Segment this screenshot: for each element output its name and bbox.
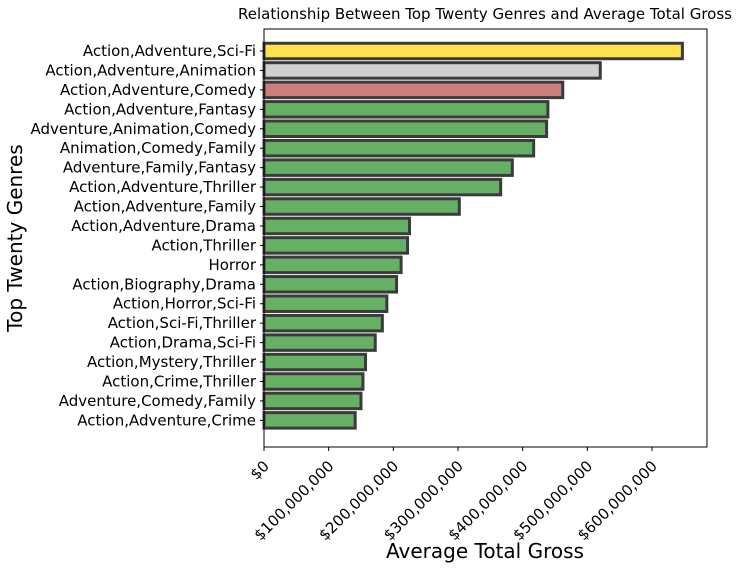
bar xyxy=(262,100,550,119)
bar xyxy=(262,333,377,352)
category-label: Action,Thriller xyxy=(152,236,257,254)
category-label: Action,Adventure,Thriller xyxy=(69,178,257,196)
x-tick-label: $0 xyxy=(247,457,273,483)
chart-title: Relationship Between Top Twenty Genres a… xyxy=(238,5,732,23)
category-label: Horror xyxy=(208,256,256,274)
category-label: Adventure,Animation,Comedy xyxy=(31,120,257,138)
category-label: Action,Adventure,Crime xyxy=(77,411,256,429)
category-label: Action,Biography,Drama xyxy=(72,275,256,293)
bar xyxy=(262,138,536,158)
category-label: Action,Horror,Sci-Fi xyxy=(113,295,256,313)
category-label: Action,Adventure,Drama xyxy=(71,217,256,235)
category-label: Action,Sci-Fi,Thriller xyxy=(108,314,257,332)
category-label: Action,Mystery,Thriller xyxy=(87,353,257,371)
category-label: Action,Adventure,Family xyxy=(74,198,256,216)
y-axis-label: Top Twenty Genres xyxy=(3,144,27,332)
bar xyxy=(262,372,365,391)
category-label: Action,Adventure,Sci-Fi xyxy=(83,42,256,60)
bar xyxy=(262,177,503,197)
category-label: Action,Adventure,Comedy xyxy=(60,81,256,99)
category-label: Adventure,Comedy,Family xyxy=(59,392,256,410)
bar xyxy=(262,80,565,100)
category-label: Action,Adventure,Animation xyxy=(45,61,256,79)
category-label: Adventure,Family,Fantasy xyxy=(63,159,256,177)
bar xyxy=(262,236,410,255)
bar xyxy=(262,313,384,333)
bar xyxy=(262,61,602,80)
bar xyxy=(262,352,368,372)
bar xyxy=(262,216,411,236)
bar xyxy=(262,275,399,294)
bars-layer xyxy=(262,41,684,430)
category-label: Action,Drama,Sci-Fi xyxy=(110,334,256,352)
x-axis-ticks: $0$100,000,000$200,000,000$300,000,000$4… xyxy=(247,447,661,544)
category-label: Animation,Comedy,Family xyxy=(60,139,256,157)
bar xyxy=(262,411,357,430)
bar xyxy=(262,41,684,61)
bar xyxy=(262,391,363,411)
x-axis-label: Average Total Gross xyxy=(386,539,584,563)
category-labels: Action,Adventure,Sci-FiAction,Adventure,… xyxy=(31,42,264,429)
bar xyxy=(262,255,403,275)
category-label: Action,Adventure,Fantasy xyxy=(64,100,256,118)
bar xyxy=(262,294,389,313)
plot-frame xyxy=(263,28,708,448)
bar xyxy=(262,158,514,177)
bar xyxy=(262,197,461,216)
category-label: Action,Crime,Thriller xyxy=(102,372,257,390)
bar xyxy=(262,119,549,139)
